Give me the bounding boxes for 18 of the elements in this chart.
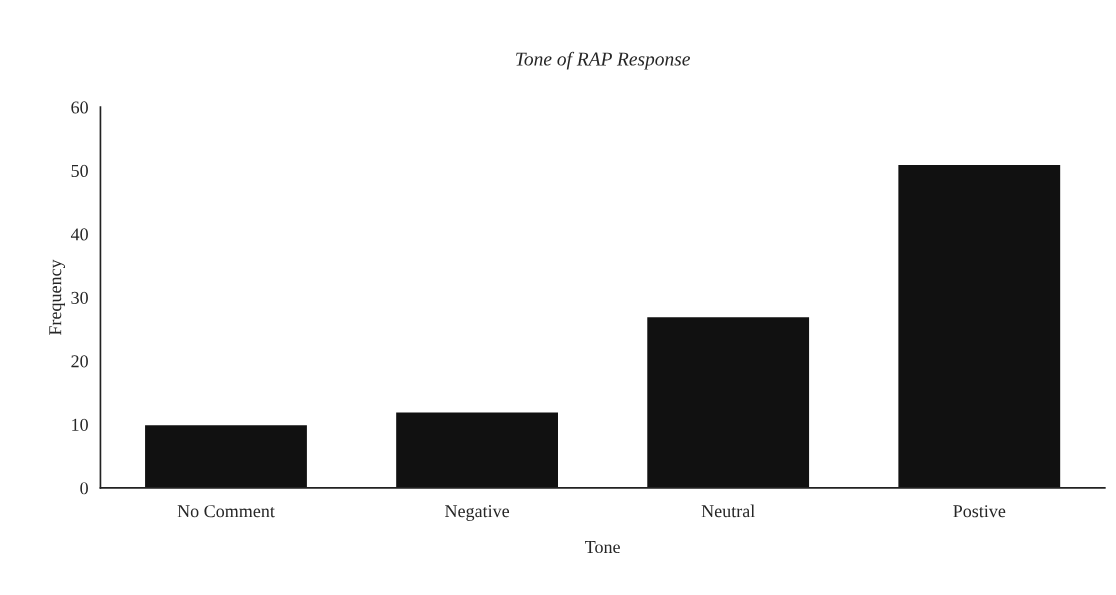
x-tick-label: No Comment <box>177 505 275 518</box>
y-tick-label: 0 <box>80 482 88 495</box>
chart-title: Tone of RAP Response <box>516 51 690 70</box>
y-tick-label: 40 <box>70 228 88 241</box>
bar <box>143 423 309 488</box>
y-tick-label: 20 <box>71 355 88 368</box>
x-tick-label: Neutral <box>701 504 755 518</box>
y-axis-title: Frequency <box>49 259 66 336</box>
bar <box>645 315 811 488</box>
bar <box>394 411 560 488</box>
x-tick-label: Negative <box>445 505 510 521</box>
y-tick-label: 60 <box>71 101 88 114</box>
y-tick-label: 30 <box>71 291 88 304</box>
x-axis-title: Tone <box>585 541 620 554</box>
x-tick-label: Postive <box>953 505 1006 518</box>
bar <box>896 163 1062 488</box>
y-tick-label: 50 <box>71 164 88 178</box>
y-tick-label: 10 <box>72 418 88 431</box>
